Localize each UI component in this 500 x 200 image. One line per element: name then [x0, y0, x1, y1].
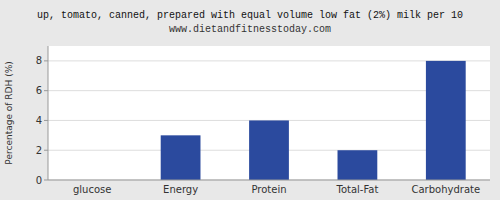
grid-line — [48, 60, 490, 61]
bar — [249, 120, 289, 180]
tick-mark — [44, 60, 48, 61]
bar — [338, 150, 378, 180]
title: up, tomato, canned, prepared with equal … — [37, 10, 463, 21]
y-axis-label: Percentage of RDH (%) — [4, 61, 14, 164]
x-tick-label: Carbohydrate — [411, 184, 480, 195]
grid-line — [48, 180, 490, 181]
x-axis-line — [48, 180, 490, 181]
chart-container: up, tomato, canned, prepared with equal … — [0, 0, 500, 200]
tick-mark — [44, 180, 48, 181]
x-tick-label: Total-Fat — [335, 184, 378, 195]
y-tick-label: 6 — [36, 85, 42, 96]
plot-background — [48, 46, 490, 180]
y-axis-line — [48, 46, 49, 180]
chart: up, tomato, canned, prepared with equal … — [0, 0, 500, 200]
x-tick-label: Energy — [163, 184, 198, 195]
y-tick-label: 0 — [36, 175, 42, 186]
x-tick-label: Protein — [251, 184, 286, 195]
bar — [161, 135, 201, 180]
y-tick-label: 8 — [36, 55, 42, 66]
y-tick-label: 4 — [36, 115, 42, 126]
tick-mark — [44, 90, 48, 91]
x-tick-label: glucose — [73, 184, 111, 195]
subtitle: www.dietandfitnesstoday.com — [169, 24, 331, 35]
y-tick-label: 2 — [36, 145, 42, 156]
bars — [161, 61, 466, 180]
tick-mark — [44, 150, 48, 151]
grid-line — [48, 90, 490, 91]
tick-mark — [44, 120, 48, 121]
bar — [426, 61, 466, 180]
